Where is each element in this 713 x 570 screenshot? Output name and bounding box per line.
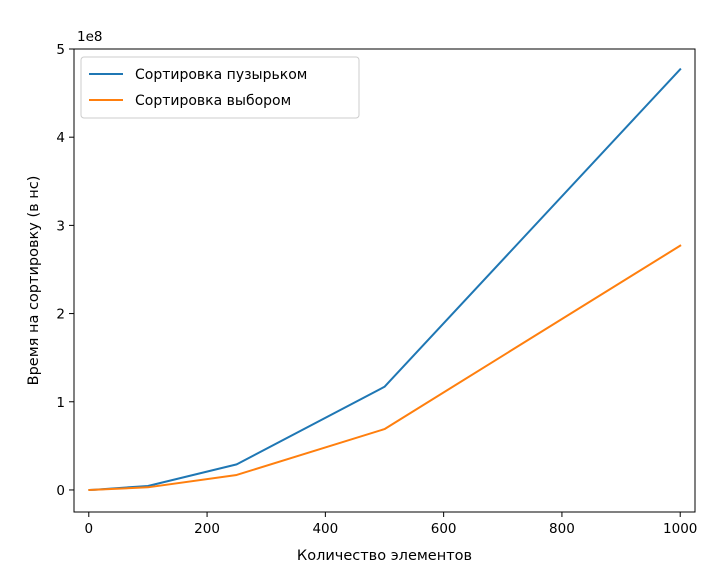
y-offset-label: 1e8 — [77, 29, 102, 45]
y-tick-label: 2 — [56, 307, 65, 323]
legend-label-selection: Сортировка выбором — [135, 93, 291, 109]
y-tick-label: 0 — [56, 483, 65, 499]
plot-frame — [73, 48, 696, 513]
legend-label-bubble: Сортировка пузырьком — [135, 67, 307, 83]
plot-lines — [88, 67, 682, 491]
x-tick-label: 800 — [549, 521, 575, 537]
y-axis-ticks: 0 1 2 3 4 5 — [56, 42, 74, 499]
x-tick-label: 1000 — [663, 521, 697, 537]
x-tick-label: 400 — [312, 521, 338, 537]
y-axis-label: Время на сортировку (в нс) — [26, 176, 42, 386]
x-axis-label: Количество элементов — [297, 548, 472, 564]
series-line-selection-sort — [88, 244, 682, 491]
x-tick-label: 600 — [431, 521, 457, 537]
x-tick-label: 0 — [84, 521, 93, 537]
x-axis-ticks: 0 200 400 600 800 1000 — [84, 512, 697, 537]
legend-box — [80, 56, 360, 119]
y-tick-label: 3 — [56, 218, 65, 234]
x-tick-label: 200 — [194, 521, 220, 537]
y-tick-label: 4 — [56, 130, 65, 146]
legend: Сортировка пузырьком Сортировка выбором — [80, 56, 360, 119]
y-tick-label: 1 — [56, 395, 65, 411]
y-tick-label: 5 — [56, 42, 65, 58]
